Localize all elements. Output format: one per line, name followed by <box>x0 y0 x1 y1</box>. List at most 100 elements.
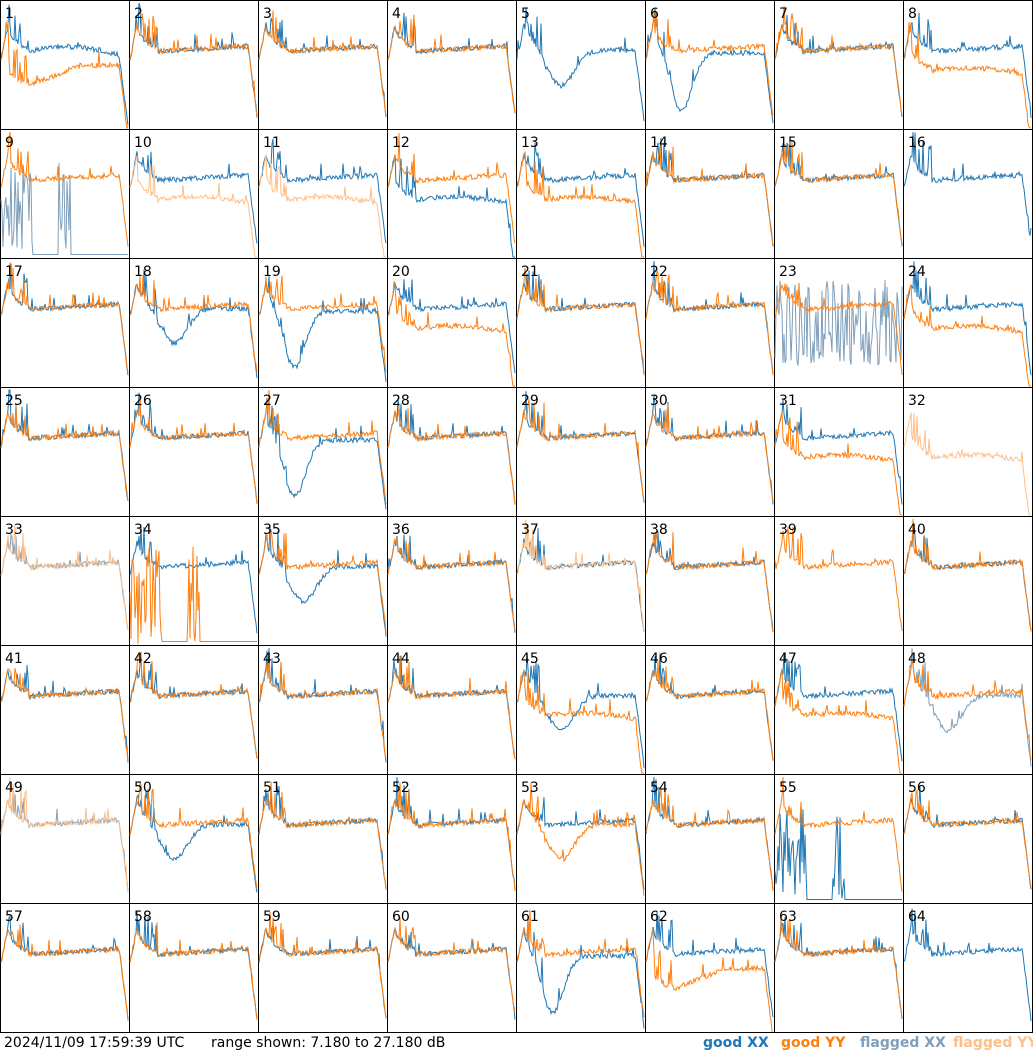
panel-54: 54 <box>645 774 775 904</box>
panel-label: 58 <box>134 909 152 925</box>
panel-label: 44 <box>392 651 410 667</box>
series-yy-good <box>129 546 257 644</box>
panel-47: 47 <box>774 645 904 775</box>
panel-label: 30 <box>650 393 668 409</box>
legend-good-yy-prefix: good <box>781 1035 821 1051</box>
series-yy-good <box>516 669 644 774</box>
panel-19: 19 <box>258 258 388 388</box>
series-xx-flagged <box>903 648 1032 767</box>
series-xx-good <box>516 528 645 632</box>
series-yy-good <box>645 927 773 1032</box>
panel-label: 16 <box>908 135 926 151</box>
series-xx-good <box>774 652 903 762</box>
series-yy-good <box>774 776 903 892</box>
panel-39: 39 <box>774 516 904 646</box>
panel-51: 51 <box>258 774 388 904</box>
panel-55: 55 <box>774 774 904 904</box>
panel-label: 7 <box>779 6 788 22</box>
series-xx-good <box>774 803 902 900</box>
series-yy-good <box>516 398 645 504</box>
panel-24: 24 <box>903 258 1033 388</box>
series-xx-good <box>387 154 515 258</box>
series-xx-good <box>645 260 774 374</box>
panel-59: 59 <box>258 903 388 1033</box>
series-xx-flagged <box>774 280 903 366</box>
panel-60: 60 <box>387 903 517 1033</box>
panel-label: 55 <box>779 780 797 796</box>
panel-frame <box>387 0 517 130</box>
panel-label: 53 <box>521 780 539 796</box>
series-yy-flagged <box>0 776 129 892</box>
series-xx-good <box>129 392 258 504</box>
panel-4: 4 <box>387 0 517 130</box>
panel-56: 56 <box>903 774 1033 904</box>
series-xx-good <box>903 785 1032 890</box>
series-xx-good <box>774 139 903 246</box>
series-xx-good <box>258 276 387 382</box>
legend-flagged-xx-prefix: flagged <box>860 1035 920 1051</box>
panel-label: 19 <box>263 264 281 280</box>
series-yy-good <box>258 389 387 505</box>
panel-label: 21 <box>521 264 539 280</box>
series-xx-good <box>0 389 129 501</box>
panel-13: 13 <box>516 129 646 259</box>
panel-label: 3 <box>263 6 272 22</box>
panel-53: 53 <box>516 774 646 904</box>
series-xx-good <box>387 279 516 374</box>
series-yy-good <box>129 274 258 372</box>
series-xx-good <box>645 138 774 247</box>
panel-48: 48 <box>903 645 1033 775</box>
series-yy-good <box>129 922 258 1021</box>
panel-43: 43 <box>258 645 388 775</box>
series-xx-good <box>645 395 774 505</box>
panel-37: 37 <box>516 516 646 646</box>
panel-25: 25 <box>0 387 130 517</box>
panel-26: 26 <box>129 387 259 517</box>
panel-8: 8 <box>903 0 1033 130</box>
panel-frame <box>516 0 646 130</box>
panel-44: 44 <box>387 645 517 775</box>
series-xx-good <box>903 132 1032 236</box>
panel-42: 42 <box>129 645 259 775</box>
panel-label: 45 <box>521 651 539 667</box>
panel-label: 42 <box>134 651 152 667</box>
series-xx-good <box>645 652 774 761</box>
panel-50: 50 <box>129 774 259 904</box>
series-xx-good <box>258 138 387 244</box>
series-yy-good <box>258 911 387 1019</box>
panel-11: 11 <box>258 129 388 259</box>
panel-frame <box>645 0 775 130</box>
panel-label: 26 <box>134 393 152 409</box>
timestamp: 2024/11/09 17:59:39 UTC <box>4 1035 185 1051</box>
panel-58: 58 <box>129 903 259 1033</box>
legend-flagged-xx-pol: XX <box>924 1035 946 1051</box>
series-yy-good <box>645 531 774 633</box>
series-yy-good <box>387 655 516 760</box>
panel-label: 20 <box>392 264 410 280</box>
series-yy-good <box>0 404 129 501</box>
panel-label: 64 <box>908 909 926 925</box>
series-yy-good <box>0 668 129 763</box>
series-xx-good <box>516 797 645 890</box>
series-yy-good <box>0 924 129 1021</box>
panel-label: 33 <box>5 522 23 538</box>
panel-label: 51 <box>263 780 281 796</box>
legend-good-xx: good XX <box>703 1033 769 1053</box>
series-yy-good <box>516 783 645 896</box>
panel-10: 10 <box>129 129 259 259</box>
panel-label: 35 <box>263 522 281 538</box>
series-xx-good <box>129 788 258 893</box>
series-yy-good <box>645 660 774 762</box>
panel-57: 57 <box>0 903 130 1033</box>
series-xx-good <box>129 269 258 379</box>
series-yy-good <box>903 660 1032 761</box>
panel-label: 29 <box>521 393 539 409</box>
series-yy-good <box>387 538 516 631</box>
panel-31: 31 <box>774 387 904 517</box>
series-yy-good <box>258 529 387 634</box>
panel-label: 41 <box>5 651 23 667</box>
panel-label: 2 <box>134 6 143 22</box>
series-xx-good <box>258 397 387 510</box>
series-yy-good <box>903 518 1032 632</box>
series-xx-good <box>129 657 258 759</box>
